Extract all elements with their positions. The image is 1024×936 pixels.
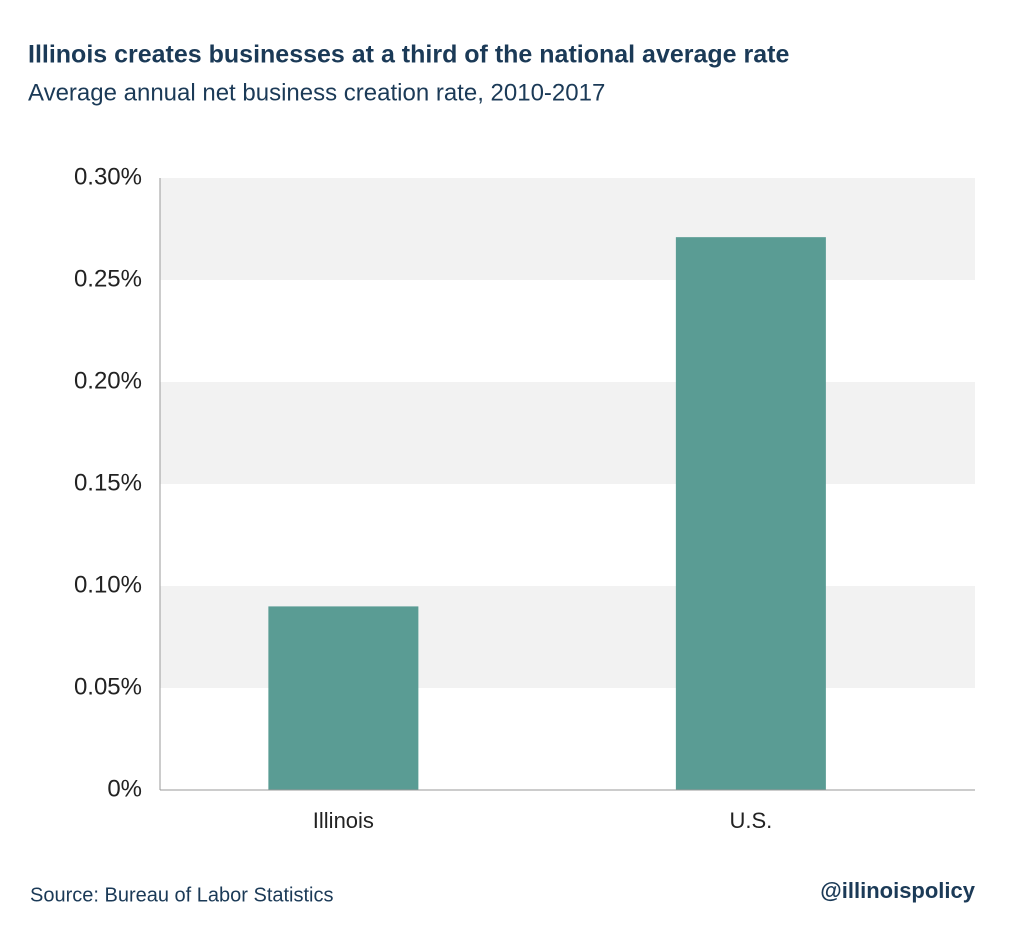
y-tick-label: 0.15% <box>74 469 142 496</box>
y-tick-label: 0.30% <box>74 163 142 190</box>
source: Source: Bureau of Labor Statistics <box>30 884 334 906</box>
chart-title: Illinois creates businesses at a third o… <box>28 41 789 69</box>
grid-band <box>160 178 975 280</box>
y-tick-label: 0% <box>107 775 142 802</box>
y-tick-label: 0.20% <box>74 367 142 394</box>
credit: @illinoispolicy <box>820 878 975 903</box>
y-tick-label: 0.25% <box>74 265 142 292</box>
bar <box>675 237 826 790</box>
y-tick-label: 0.05% <box>74 673 142 700</box>
x-tick-label: U.S. <box>729 808 772 833</box>
y-tick-label: 0.10% <box>74 571 142 598</box>
chart-subtitle: Average annual net business creation rat… <box>28 79 605 106</box>
bar <box>268 606 419 790</box>
x-tick-label: Illinois <box>313 808 374 833</box>
grid-band <box>160 382 975 484</box>
